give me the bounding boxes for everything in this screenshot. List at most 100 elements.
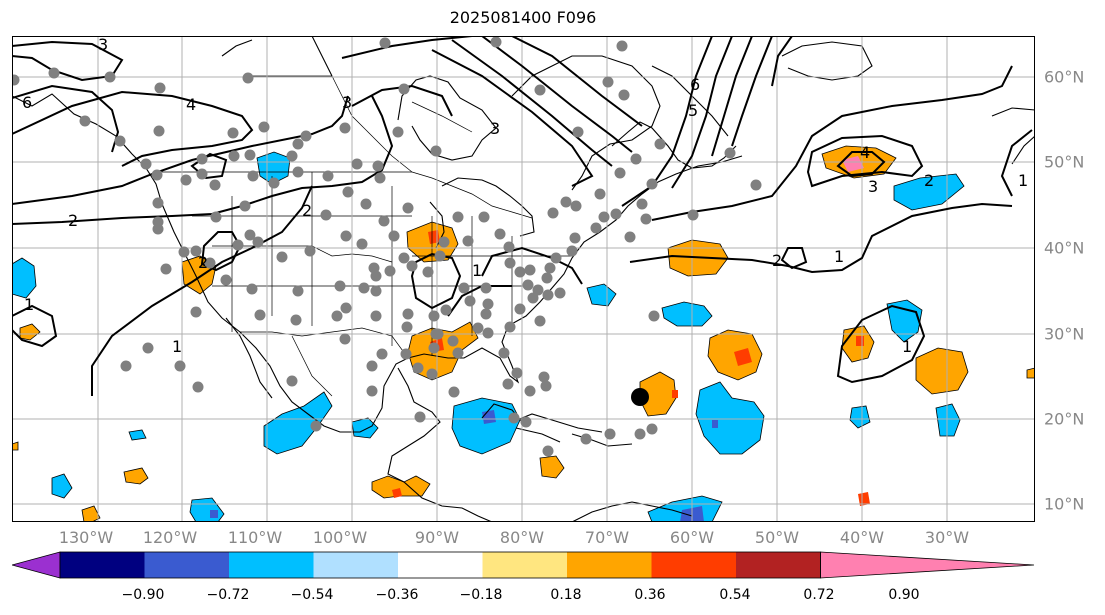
station-marker <box>192 381 204 393</box>
colorbar-cell <box>736 552 821 578</box>
station-marker <box>508 412 520 424</box>
station-marker <box>209 179 221 191</box>
station-marker <box>569 232 581 244</box>
graticule <box>12 36 1035 522</box>
station-marker <box>210 211 222 223</box>
station-marker <box>687 209 699 221</box>
station-marker <box>276 251 288 263</box>
station-marker <box>370 310 382 322</box>
station-marker <box>480 282 492 294</box>
station-marker <box>580 433 592 445</box>
station-marker <box>504 257 516 269</box>
station-marker <box>252 236 264 248</box>
station-marker <box>426 368 438 380</box>
lon-label: 90°W <box>414 528 460 547</box>
station-marker <box>244 229 256 241</box>
station-marker <box>178 246 190 258</box>
station-marker <box>480 308 492 320</box>
station-marker <box>594 188 606 200</box>
station-marker <box>452 211 464 223</box>
station-marker <box>366 385 378 397</box>
lon-label: 100°W <box>312 528 368 547</box>
colorbar-tick-label: −0.72 <box>206 587 250 603</box>
station-marker <box>384 265 396 277</box>
lon-label: 60°W <box>669 528 715 547</box>
station-marker <box>532 284 544 296</box>
station-marker <box>648 310 660 322</box>
lon-label: 130°W <box>58 528 114 547</box>
station-marker <box>502 378 514 390</box>
contour-label: 6 <box>22 93 32 112</box>
station-marker <box>372 160 384 172</box>
colorbar-cell <box>60 552 145 578</box>
colorbar-tick-label: 0.54 <box>719 587 751 603</box>
lat-label: 30°N <box>1044 324 1085 344</box>
station-marker <box>610 208 622 220</box>
contour-label: 2 <box>924 171 934 190</box>
station-marker <box>438 236 450 248</box>
contour-label: 4 <box>186 95 196 114</box>
colorbar-tick-label: −0.36 <box>375 587 419 603</box>
station-marker <box>292 138 304 150</box>
station-marker <box>152 197 164 209</box>
station-marker <box>541 272 553 284</box>
contour-label: 3 <box>342 93 352 112</box>
colorbar-tick-label: 0.72 <box>803 587 835 603</box>
station-marker <box>286 150 298 162</box>
contour-label: 3 <box>490 119 500 138</box>
station-marker <box>414 411 426 423</box>
station-marker <box>152 223 164 235</box>
station-marker <box>153 125 165 137</box>
station-marker <box>498 347 510 359</box>
station-marker <box>602 76 614 88</box>
lat-label: 50°N <box>1044 152 1085 172</box>
station-marker <box>482 298 494 310</box>
station-marker <box>114 135 126 147</box>
station-marker <box>154 82 166 94</box>
station-marker <box>160 263 172 275</box>
station-marker <box>339 333 351 345</box>
lon-label: 80°W <box>499 528 545 547</box>
station-marker <box>750 179 762 191</box>
station-marker <box>258 121 270 133</box>
station-marker <box>370 285 382 297</box>
station-marker <box>534 84 546 96</box>
colorbar-cell <box>229 552 314 578</box>
station-marker <box>522 279 534 291</box>
station-marker <box>412 362 424 374</box>
station-marker <box>534 315 546 327</box>
station-marker <box>503 241 515 253</box>
station-marker <box>566 245 578 257</box>
station-marker <box>379 37 391 49</box>
station-marker <box>448 386 460 398</box>
map-panel: 3 6 4 2 1 6 5 3 2 1 3 1 2 4 3 2 1 2 1 1 <box>12 36 1035 522</box>
station-marker <box>478 211 490 223</box>
station-marker <box>227 127 239 139</box>
station-marker <box>636 198 648 210</box>
station-marker <box>462 235 474 247</box>
station-marker <box>196 153 208 165</box>
station-marker <box>310 420 322 432</box>
colorbar-cell <box>398 552 483 578</box>
storm-center-marker <box>631 388 649 406</box>
station-marker <box>400 348 412 360</box>
station-marker <box>339 122 351 134</box>
station-marker <box>544 262 556 274</box>
lon-label: 30°W <box>924 528 970 547</box>
station-marker <box>360 198 372 210</box>
station-marker <box>624 231 636 243</box>
station-marker <box>430 145 442 157</box>
colorbar-cell <box>651 552 737 578</box>
colorbar-tick-label: 0.36 <box>634 587 666 603</box>
station-marker <box>180 174 192 186</box>
station-marker <box>398 252 410 264</box>
station-marker <box>542 289 554 301</box>
station-marker <box>358 282 370 294</box>
station-marker <box>392 126 404 138</box>
station-marker <box>654 138 666 150</box>
colorbar-cell <box>144 552 230 578</box>
lat-label: 60°N <box>1044 67 1085 87</box>
station-marker <box>464 295 476 307</box>
contour-label: 3 <box>98 36 108 54</box>
station-marker <box>646 423 658 435</box>
